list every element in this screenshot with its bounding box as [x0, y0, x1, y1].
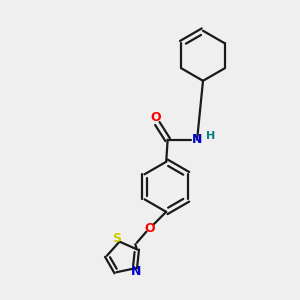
- Text: S: S: [112, 232, 121, 245]
- Text: H: H: [206, 131, 215, 141]
- Text: O: O: [145, 221, 155, 235]
- Text: N: N: [131, 265, 142, 278]
- Text: O: O: [151, 110, 161, 124]
- Text: N: N: [192, 133, 202, 146]
